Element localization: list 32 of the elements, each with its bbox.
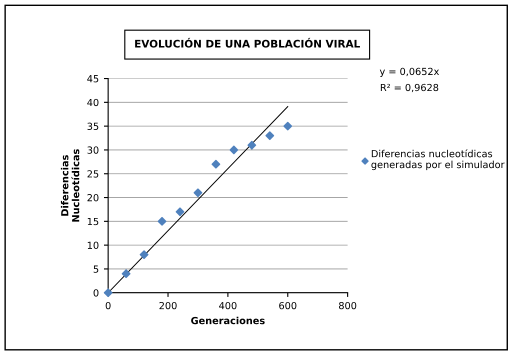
x-tick-label: 0: [106, 302, 111, 310]
x-tick-label: 200: [159, 302, 177, 310]
x-tick-label: 600: [279, 302, 296, 310]
y-tick-label: 15: [88, 218, 98, 226]
point: [122, 269, 130, 278]
point: [247, 140, 256, 150]
point: [140, 250, 148, 260]
chart-title: EVOLUCIÓN DE UNA POBLACIÓN VIRAL: [135, 38, 360, 48]
legend-label: Diferencias nucleotídicas generadas por el simulador: [371, 149, 505, 170]
y-tick-label: 40: [87, 98, 98, 106]
point: [158, 216, 166, 226]
point: [176, 207, 184, 216]
y-tick-label: 0: [94, 289, 98, 297]
point: [230, 146, 238, 154]
x-axis-title: Generaciones: [191, 316, 265, 324]
y-axis-title: Diferencias Nucleotídicas: [60, 149, 80, 222]
point: [194, 188, 202, 198]
x-tick-label: 800: [339, 302, 356, 310]
text: y = 0,0652x: [380, 68, 440, 77]
point: [104, 288, 113, 298]
y-tick-label: 45: [87, 75, 98, 82]
y-tick-label: 10: [88, 242, 98, 249]
y-tick-label: 20: [87, 194, 98, 202]
x-tick-label: 400: [219, 302, 237, 310]
point: [265, 131, 274, 140]
y-tick-label: 30: [87, 146, 98, 154]
y-tick-label: 5: [94, 266, 98, 273]
y-tick-label: 25: [87, 170, 98, 178]
point: [283, 122, 292, 131]
point: [212, 160, 220, 169]
y-tick-label: 35: [87, 122, 98, 130]
text: R² = 0,9628: [380, 84, 438, 92]
